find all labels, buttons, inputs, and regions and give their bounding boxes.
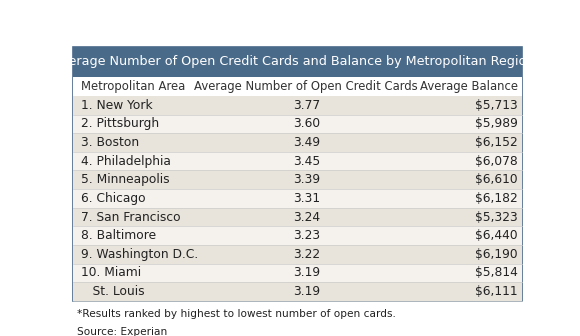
Bar	[72, 47, 522, 77]
Bar	[72, 245, 522, 264]
Bar	[72, 170, 522, 189]
Text: 7. San Francisco: 7. San Francisco	[81, 211, 181, 223]
Text: 3.45: 3.45	[293, 155, 320, 168]
Text: $6,190: $6,190	[475, 248, 517, 261]
Text: 3.60: 3.60	[293, 117, 320, 130]
Text: 3.49: 3.49	[293, 136, 320, 149]
Text: 3.77: 3.77	[293, 99, 320, 112]
Text: Average Number of Open Credit Cards: Average Number of Open Credit Cards	[194, 80, 418, 93]
Text: 2. Pittsburgh: 2. Pittsburgh	[81, 117, 160, 130]
Text: $6,111: $6,111	[475, 285, 517, 298]
Text: Metropolitan Area: Metropolitan Area	[81, 80, 186, 93]
Text: $5,814: $5,814	[474, 266, 517, 280]
Text: Source: Experian: Source: Experian	[77, 327, 167, 336]
Bar	[72, 77, 522, 96]
Text: 3.31: 3.31	[293, 192, 320, 205]
Bar	[72, 133, 522, 152]
Bar	[72, 226, 522, 245]
Text: 6. Chicago: 6. Chicago	[81, 192, 146, 205]
Bar	[72, 152, 522, 170]
Text: 4. Philadelphia: 4. Philadelphia	[81, 155, 171, 168]
Text: 3.22: 3.22	[293, 248, 320, 261]
Text: 5. Minneapolis: 5. Minneapolis	[81, 173, 170, 186]
Text: $5,323: $5,323	[475, 211, 517, 223]
Text: $6,440: $6,440	[475, 229, 517, 242]
Text: Average Number of Open Credit Cards and Balance by Metropolitan Region*: Average Number of Open Credit Cards and …	[53, 55, 541, 68]
Text: $6,182: $6,182	[475, 192, 517, 205]
Text: $6,078: $6,078	[475, 155, 517, 168]
Bar	[72, 282, 522, 301]
Text: $5,713: $5,713	[475, 99, 517, 112]
Text: 3. Boston: 3. Boston	[81, 136, 140, 149]
Text: $6,152: $6,152	[475, 136, 517, 149]
Bar	[72, 208, 522, 226]
Text: *Results ranked by highest to lowest number of open cards.: *Results ranked by highest to lowest num…	[77, 308, 396, 319]
Text: 1. New York: 1. New York	[81, 99, 153, 112]
Bar	[72, 115, 522, 133]
Text: 3.39: 3.39	[293, 173, 320, 186]
Text: 3.19: 3.19	[293, 266, 320, 280]
Text: 3.24: 3.24	[293, 211, 320, 223]
Text: St. Louis: St. Louis	[81, 285, 145, 298]
Text: Average Balance: Average Balance	[419, 80, 517, 93]
Bar	[72, 96, 522, 115]
Bar	[72, 264, 522, 282]
Text: $5,989: $5,989	[474, 117, 517, 130]
Text: 10. Miami: 10. Miami	[81, 266, 142, 280]
Text: 8. Baltimore: 8. Baltimore	[81, 229, 157, 242]
Text: 9. Washington D.C.: 9. Washington D.C.	[81, 248, 199, 261]
Bar	[72, 189, 522, 208]
Text: 3.19: 3.19	[293, 285, 320, 298]
Text: 3.23: 3.23	[293, 229, 320, 242]
Text: $6,610: $6,610	[475, 173, 517, 186]
